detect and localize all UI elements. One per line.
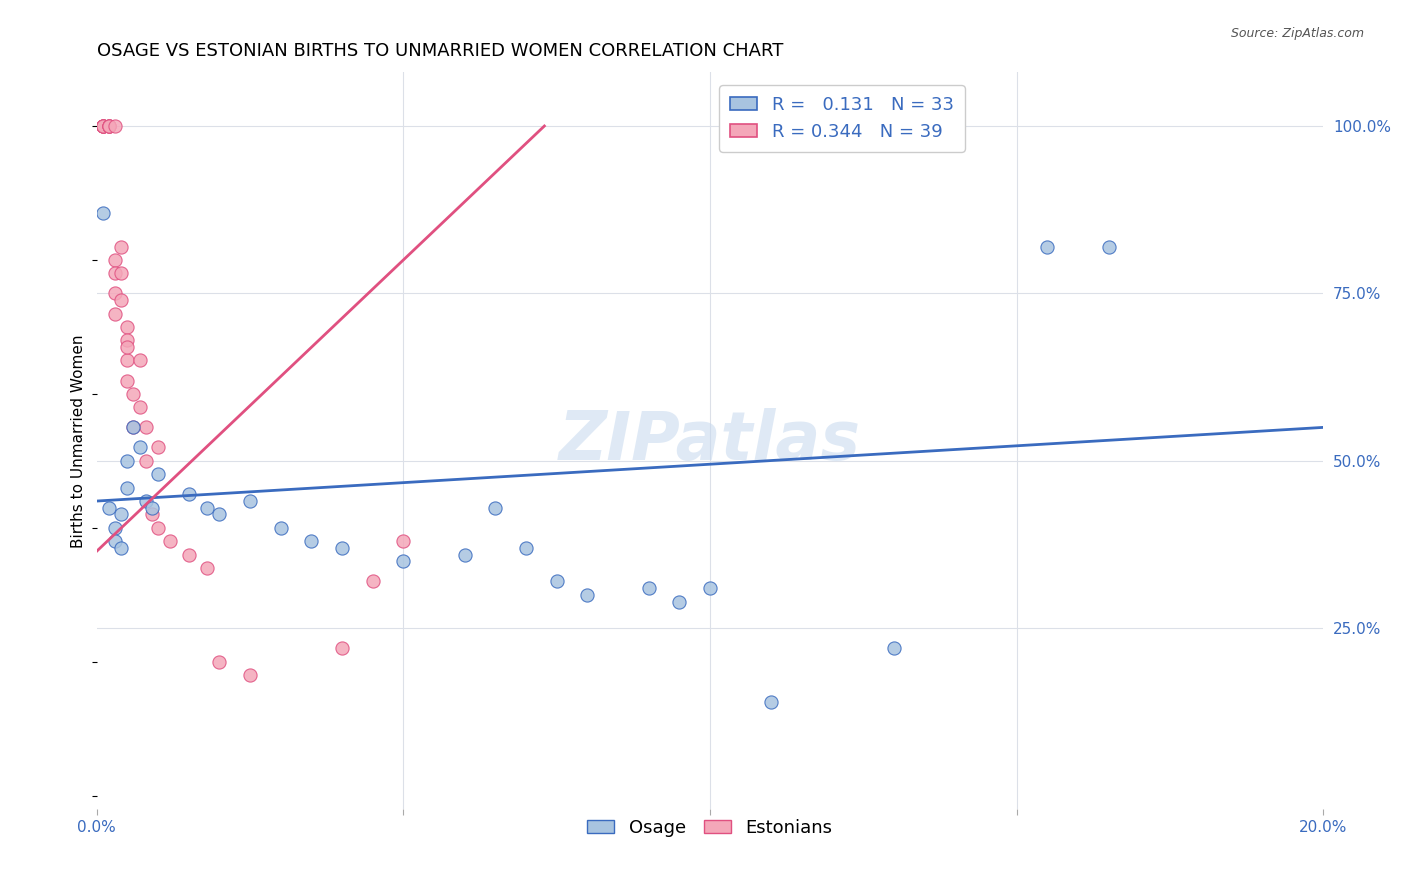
Point (135, 420, 157, 434)
Point (159, 534, 181, 549)
Point (484, 500, 506, 515)
Point (515, 541, 537, 555)
Point (117, 374, 139, 388)
Point (146, 521, 169, 535)
Point (117, 481, 139, 495)
Point (668, 594, 690, 608)
Point (1097, 239, 1119, 253)
Point (97, 119, 120, 133)
Point (883, 641, 905, 656)
Point (97, 119, 120, 133)
Point (128, 441, 150, 455)
Point (546, 574, 568, 589)
Point (146, 467, 169, 482)
Point (91, 119, 114, 133)
Point (135, 454, 157, 468)
Point (177, 548, 200, 562)
Point (177, 487, 200, 501)
Point (239, 668, 262, 682)
Point (270, 521, 292, 535)
Point (117, 353, 139, 368)
Point (117, 334, 139, 348)
Point (699, 581, 721, 595)
Point (91, 119, 114, 133)
Point (110, 293, 132, 307)
Point (97, 119, 120, 133)
Point (104, 534, 127, 549)
Point (122, 420, 145, 434)
Point (128, 353, 150, 368)
Point (128, 401, 150, 415)
Point (146, 441, 169, 455)
Point (330, 641, 353, 656)
Point (104, 521, 127, 535)
Point (97, 500, 120, 515)
Point (392, 554, 415, 568)
Point (104, 306, 127, 320)
Point (104, 286, 127, 301)
Point (135, 494, 157, 508)
Y-axis label: Births to Unmarried Women: Births to Unmarried Women (72, 334, 86, 548)
Point (104, 266, 127, 280)
Point (117, 454, 139, 468)
Text: Source: ZipAtlas.com: Source: ZipAtlas.com (1230, 27, 1364, 40)
Point (208, 508, 231, 522)
Point (361, 574, 384, 589)
Point (110, 239, 132, 253)
Point (110, 541, 132, 555)
Point (104, 252, 127, 267)
Point (91, 119, 114, 133)
Point (122, 387, 145, 401)
Point (122, 420, 145, 434)
Point (299, 534, 322, 549)
Point (208, 655, 231, 669)
Point (104, 119, 127, 133)
Point (1036, 239, 1059, 253)
Point (761, 695, 783, 709)
Point (110, 266, 132, 280)
Point (576, 588, 599, 602)
Point (91, 206, 114, 220)
Point (195, 500, 218, 515)
Point (117, 340, 139, 354)
Point (97, 119, 120, 133)
Point (453, 548, 475, 562)
Point (330, 541, 353, 555)
Point (392, 534, 415, 549)
Point (239, 494, 262, 508)
Point (91, 119, 114, 133)
Text: OSAGE VS ESTONIAN BIRTHS TO UNMARRIED WOMEN CORRELATION CHART: OSAGE VS ESTONIAN BIRTHS TO UNMARRIED WO… (97, 42, 783, 60)
Point (117, 320, 139, 334)
Legend: Osage, Estonians: Osage, Estonians (581, 812, 839, 845)
Point (91, 119, 114, 133)
Point (141, 508, 163, 522)
Point (637, 581, 659, 595)
Text: ZIPatlas: ZIPatlas (560, 408, 860, 474)
Point (110, 508, 132, 522)
Point (141, 500, 163, 515)
Point (195, 561, 218, 575)
